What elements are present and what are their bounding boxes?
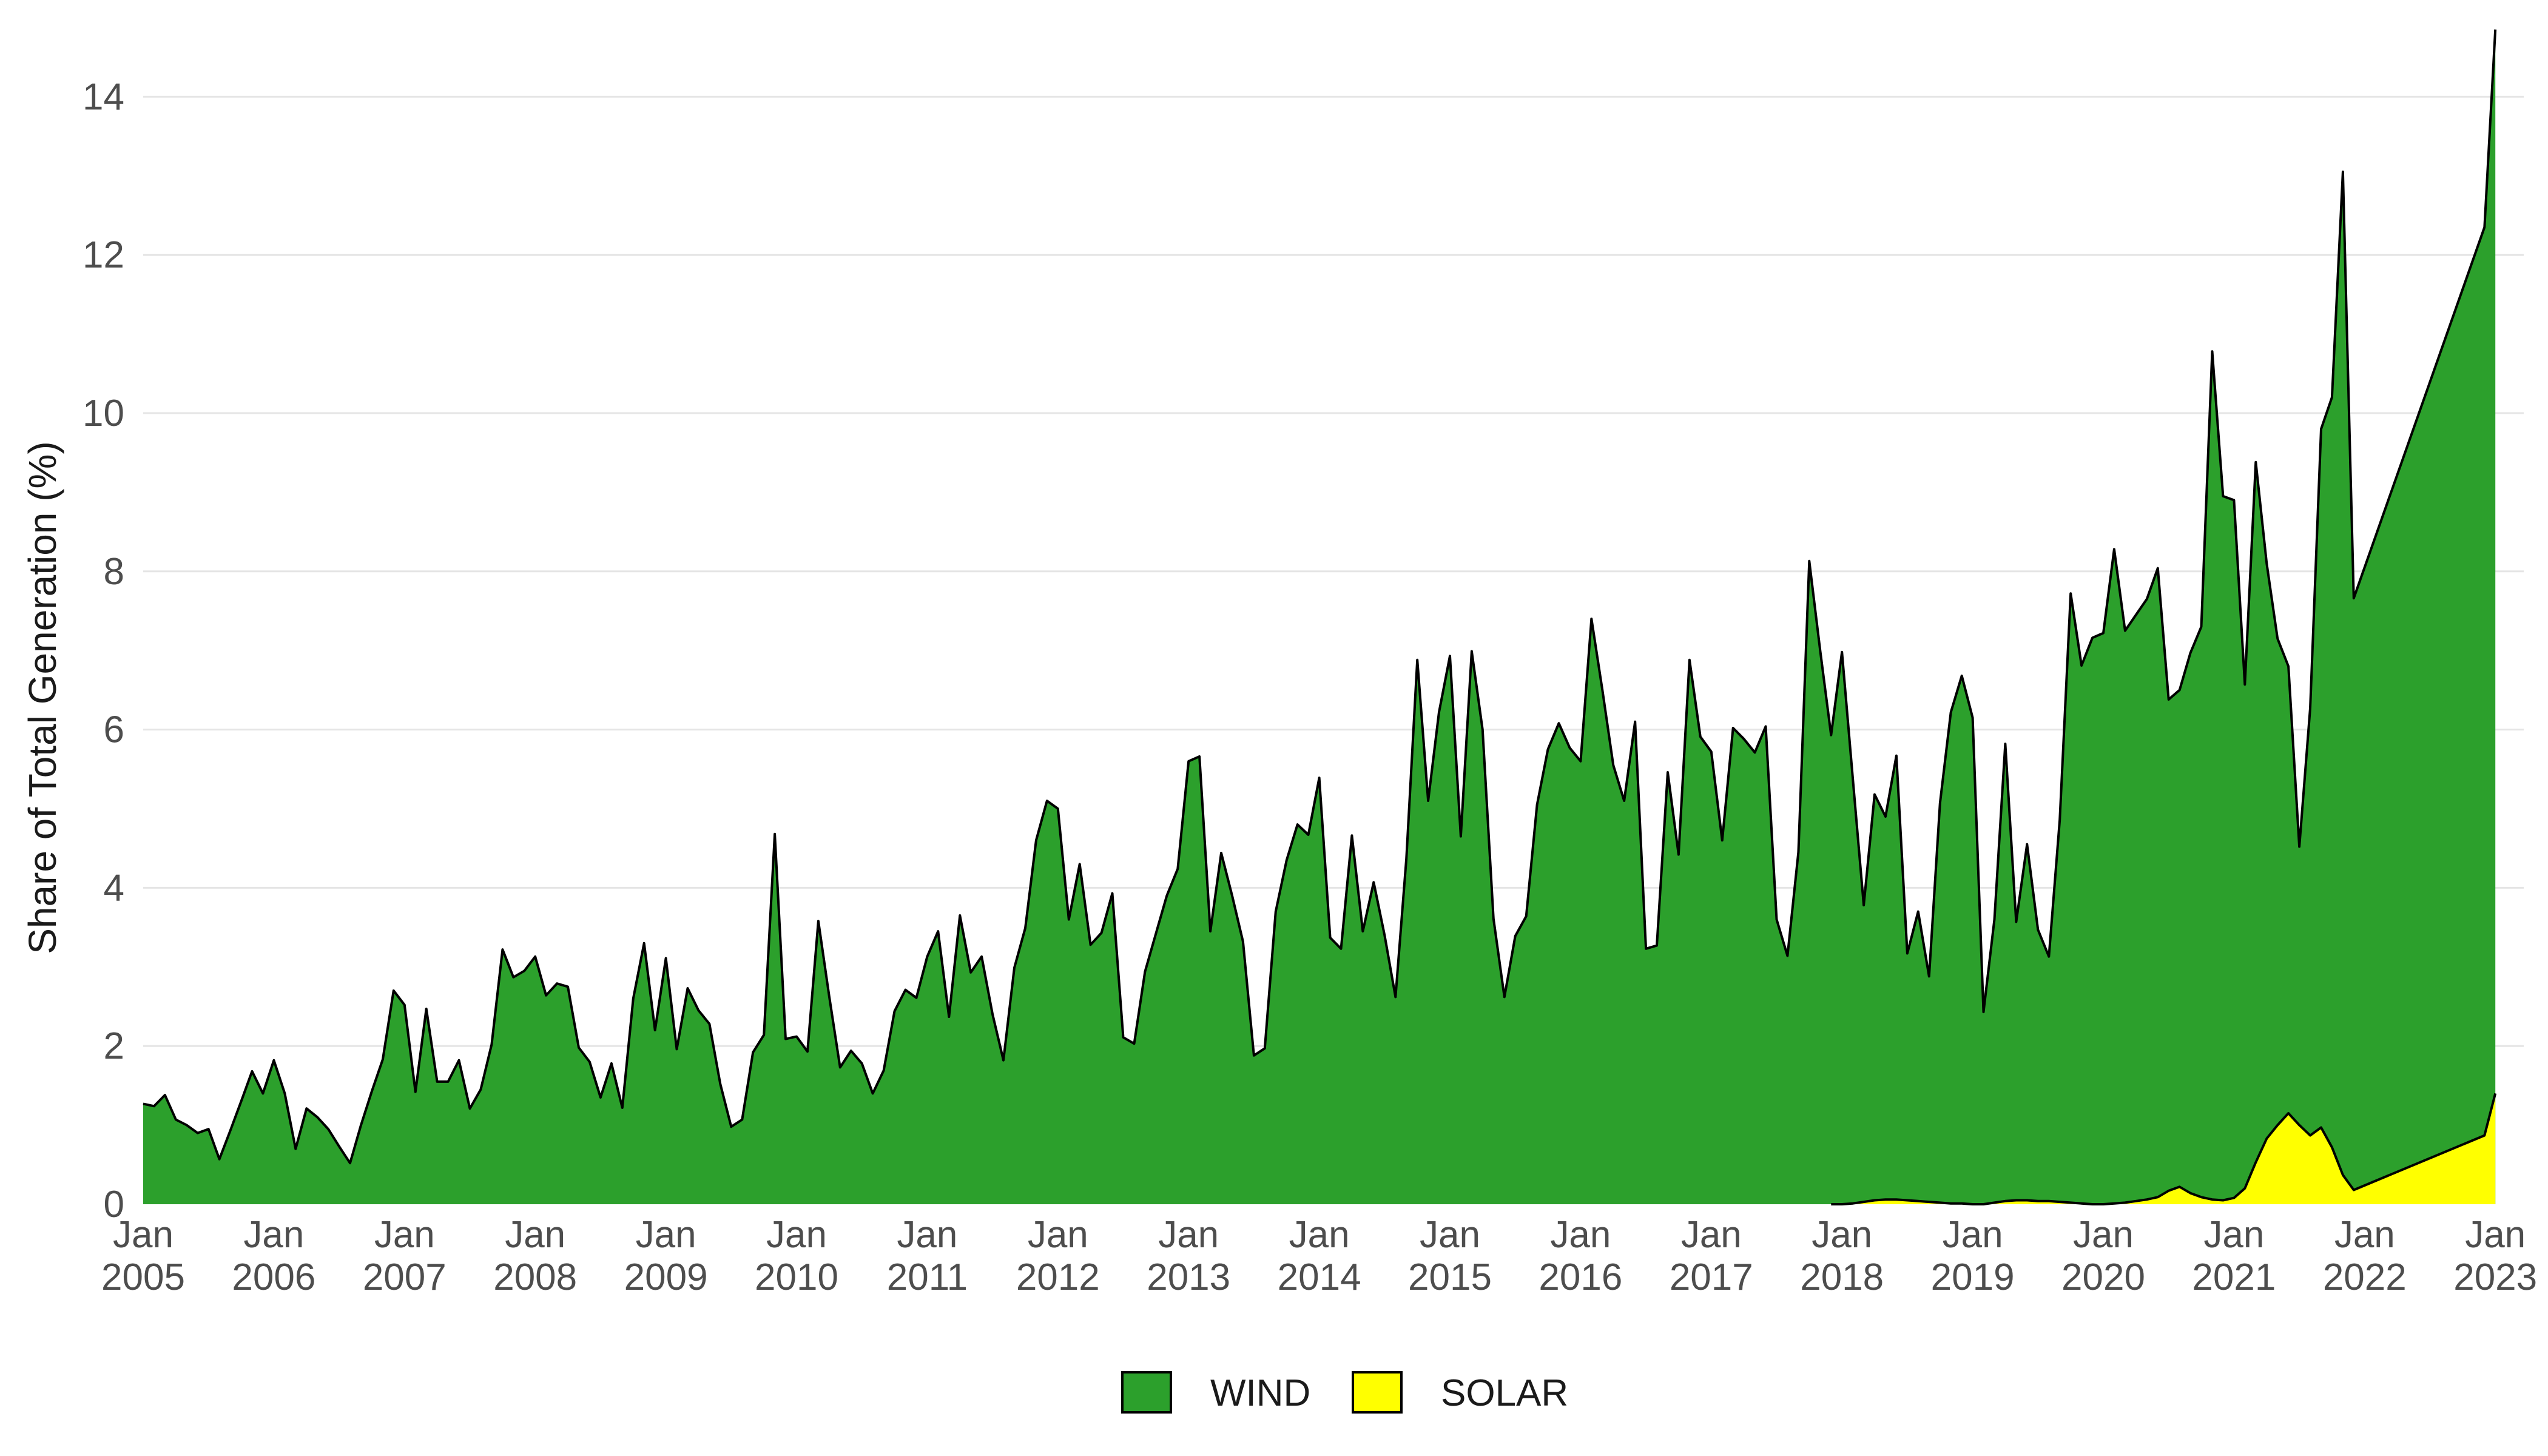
y-tick-label: 4 [104,867,124,909]
x-tick-month: Jan [113,1214,174,1256]
x-tick-year: 2016 [1539,1256,1622,1298]
x-tick-month: Jan [1943,1214,2003,1256]
y-tick-label: 0 [104,1184,124,1225]
x-tick-month: Jan [1812,1214,1872,1256]
legend-swatch [1352,1371,1403,1414]
x-tick-month: Jan [2073,1214,2134,1256]
x-tick-month: Jan [1158,1214,1219,1256]
legend-swatch [1121,1371,1172,1414]
series-areas [143,29,2497,1205]
line-solar [1831,1093,2497,1205]
x-tick-month: Jan [897,1214,957,1256]
x-tick-month: Jan [505,1214,565,1256]
area-wind [143,29,2496,1205]
x-tick-month: Jan [1028,1214,1088,1256]
x-tick-year: 2014 [1278,1256,1361,1298]
x-tick-year: 2020 [2061,1256,2145,1298]
y-tick-label: 8 [104,551,124,593]
x-tick-year: 2008 [493,1256,577,1298]
x-tick-year: 2021 [2192,1256,2276,1298]
x-axis-ticks: Jan2005Jan2006Jan2007Jan2008Jan2009Jan20… [101,1214,2537,1298]
legend-label: WIND [1210,1372,1310,1414]
x-tick-month: Jan [2203,1214,2264,1256]
legend: WIND SOLAR [1121,1371,1568,1414]
x-tick-month: Jan [1289,1214,1350,1256]
x-tick-month: Jan [1550,1214,1611,1256]
legend-item-wind: WIND [1121,1371,1310,1414]
x-tick-month: Jan [636,1214,696,1256]
x-tick-month: Jan [2334,1214,2395,1256]
x-tick-year: 2006 [232,1256,315,1298]
x-tick-year: 2010 [755,1256,838,1298]
legend-item-solar: SOLAR [1352,1371,1568,1414]
x-tick-month: Jan [1681,1214,1742,1256]
area-solar [1831,1093,2496,1204]
x-tick-year: 2011 [887,1256,968,1298]
x-tick-year: 2015 [1408,1256,1492,1298]
x-tick-month: Jan [2465,1214,2526,1256]
x-tick-year: 2019 [1931,1256,2015,1298]
x-tick-year: 2013 [1147,1256,1230,1298]
x-tick-month: Jan [243,1214,304,1256]
x-tick-year: 2007 [363,1256,447,1298]
x-tick-year: 2005 [101,1256,185,1298]
y-tick-label: 10 [83,393,124,434]
x-tick-year: 2012 [1016,1256,1100,1298]
y-tick-label: 2 [104,1025,124,1067]
y-tick-label: 12 [83,234,124,276]
x-tick-year: 2009 [624,1256,708,1298]
x-tick-year: 2022 [2323,1256,2407,1298]
x-tick-year: 2023 [2453,1256,2537,1298]
y-axis-title: Share of Total Generation (%) [21,441,64,954]
x-tick-month: Jan [1420,1214,1480,1256]
legend-label: SOLAR [1441,1372,1568,1414]
x-tick-year: 2018 [1800,1256,1884,1298]
line-wind [143,29,2497,1165]
x-tick-month: Jan [766,1214,827,1256]
y-axis-ticks: 0 2 4 6 8 10 12 14 [83,76,124,1225]
y-tick-label: 14 [83,76,124,118]
x-tick-month: Jan [374,1214,435,1256]
x-tick-year: 2017 [1670,1256,1753,1298]
y-tick-label: 6 [104,709,124,751]
